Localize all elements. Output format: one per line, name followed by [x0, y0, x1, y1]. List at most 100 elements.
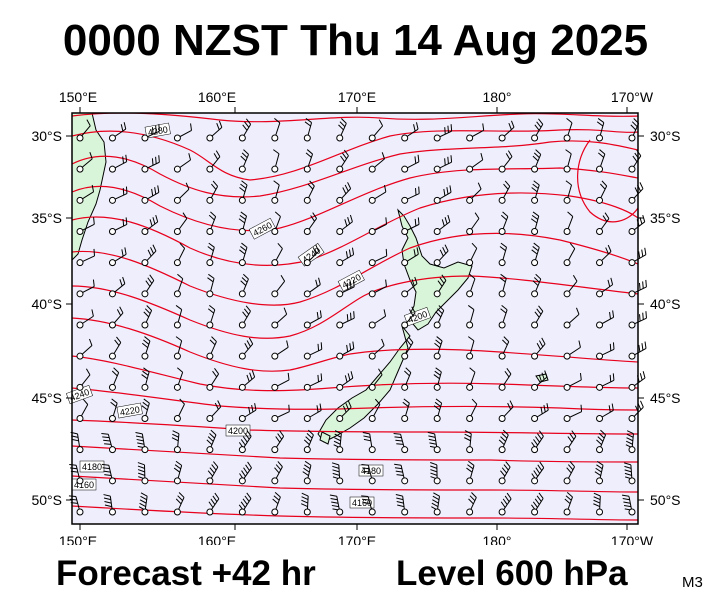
wind-barb	[103, 494, 116, 516]
wind-barb	[628, 311, 647, 329]
wind-barb	[336, 400, 352, 422]
wind-barb	[238, 305, 251, 329]
wind-barb	[271, 118, 281, 142]
wind-barb	[238, 461, 252, 485]
wind-barb	[173, 273, 184, 298]
wind-barb	[466, 123, 485, 142]
wind-barb	[108, 276, 126, 298]
wind-barb	[206, 305, 216, 329]
contour-label: 4160	[349, 496, 375, 509]
wind-barb	[76, 217, 95, 235]
forecast-label: Forecast +42 hr	[56, 554, 316, 593]
contour-label: 4160	[71, 478, 97, 491]
wind-barb	[138, 492, 149, 516]
wind-barb	[466, 336, 475, 360]
wind-barb	[531, 149, 542, 173]
wind-barb	[303, 373, 323, 391]
wind-barb	[271, 404, 290, 422]
wind-barb	[431, 492, 441, 516]
wind-barb	[368, 217, 388, 235]
lat-labels-left: 30°S 35°S 40°S 45°S 50°S	[31, 128, 62, 508]
wind-barb	[108, 186, 128, 204]
wind-barb	[238, 337, 254, 360]
wind-barb	[108, 398, 118, 422]
lat-label: 50°S	[31, 492, 62, 508]
contour-line	[71, 387, 639, 411]
wind-barb	[76, 184, 95, 204]
svg-text:4180: 4180	[361, 466, 381, 476]
wind-barb	[141, 185, 160, 204]
lat-label: 30°S	[31, 128, 62, 144]
svg-text:4220: 4220	[119, 404, 140, 417]
wind-barb	[206, 367, 220, 391]
lat-label: 35°S	[650, 210, 681, 226]
land-masses	[71, 112, 549, 445]
lon-labels-bottom: 150°E 160°E 170°E 180° 170°W	[59, 533, 654, 545]
lat-labels-right: 30°S 35°S 40°S 45°S 50°S	[650, 128, 681, 508]
wind-barb	[238, 492, 252, 516]
wind-barb	[331, 462, 344, 485]
wind-barb	[498, 368, 512, 391]
lon-label: 180°	[483, 89, 512, 105]
wind-barb	[368, 398, 381, 422]
wind-barb	[141, 398, 150, 422]
wind-barb	[271, 307, 288, 329]
wind-barb	[427, 431, 441, 454]
wind-barb	[108, 154, 128, 173]
wind-barb	[593, 492, 604, 516]
wind-barb	[563, 340, 581, 360]
wind-barb	[271, 149, 280, 173]
wind-barb	[108, 122, 127, 142]
wind-barb	[76, 119, 91, 142]
wind-barb	[76, 338, 93, 360]
wind-barb	[141, 155, 160, 173]
wind-barb	[303, 212, 317, 235]
wind-barb	[464, 430, 474, 454]
wind-barb	[466, 153, 484, 173]
wind-barb	[498, 305, 508, 329]
wind-barb	[401, 336, 414, 360]
wind-barb	[596, 403, 614, 422]
wind-barb	[531, 242, 540, 267]
wind-barb	[430, 462, 441, 485]
wind-barb	[333, 430, 344, 454]
stewart-island	[319, 431, 331, 445]
wind-barb	[395, 494, 409, 516]
wind-barb	[563, 275, 578, 298]
wind-barb	[531, 118, 544, 142]
wind-barb	[498, 400, 514, 422]
wind-barbs	[68, 118, 647, 516]
wind-barb	[271, 242, 283, 267]
wind-barb	[303, 429, 314, 454]
wind-barb	[108, 306, 124, 329]
wind-barb	[141, 244, 157, 267]
wind-barb	[300, 492, 311, 516]
wind-barb	[368, 119, 384, 142]
wind-barb	[368, 368, 383, 391]
lat-label: 40°S	[650, 296, 681, 312]
wind-barb	[303, 310, 322, 329]
wind-barb	[141, 305, 153, 329]
wind-barb	[596, 118, 605, 142]
wind-barb	[401, 398, 410, 422]
contour-label: 4180	[79, 460, 105, 473]
wind-barb	[466, 492, 477, 516]
wind-barb	[336, 341, 355, 360]
wind-barb	[302, 460, 312, 485]
wind-barb	[531, 370, 548, 391]
wind-barb	[141, 124, 160, 142]
wind-barb	[271, 211, 281, 235]
wind-barb	[362, 431, 376, 454]
wind-barb	[368, 248, 388, 267]
wind-barb	[329, 494, 344, 516]
wind-barb	[531, 430, 544, 454]
wind-barb	[563, 492, 573, 516]
wind-barb	[135, 431, 149, 454]
lon-labels-top: 150°E 160°E 170°E 180° 170°W	[59, 89, 654, 105]
wind-barb	[336, 182, 352, 204]
wind-barb	[108, 247, 127, 267]
lat-label: 50°S	[650, 492, 681, 508]
wind-barb	[303, 342, 323, 360]
wind-barb	[141, 367, 150, 391]
wind-barb	[563, 180, 572, 204]
